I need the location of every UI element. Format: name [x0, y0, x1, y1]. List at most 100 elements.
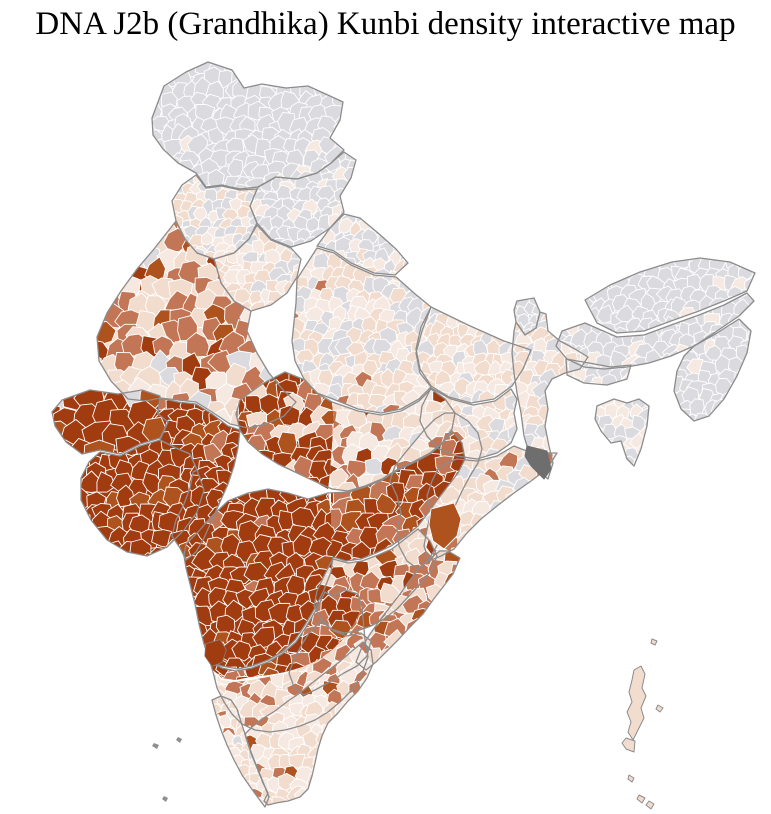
district-cell[interactable] — [586, 262, 602, 281]
district-cell[interactable] — [442, 586, 463, 606]
district-cell[interactable] — [336, 809, 353, 814]
district-cell[interactable] — [580, 426, 596, 445]
district-cell[interactable] — [743, 363, 762, 382]
district-cell[interactable] — [561, 467, 577, 485]
district-cell[interactable] — [445, 594, 469, 619]
district-cell[interactable] — [80, 236, 105, 259]
district-cell[interactable] — [321, 746, 341, 764]
district-cell[interactable] — [223, 803, 237, 814]
district-cell[interactable] — [335, 481, 359, 501]
district-cell[interactable] — [359, 203, 375, 218]
district-cell[interactable] — [649, 364, 667, 381]
district-cell[interactable] — [570, 261, 588, 282]
district-cell[interactable] — [414, 243, 431, 262]
district-cell[interactable] — [508, 512, 525, 535]
district-cell[interactable] — [565, 384, 586, 402]
district-cell[interactable] — [563, 387, 579, 402]
district-cell[interactable] — [718, 413, 736, 430]
district-cell[interactable] — [148, 199, 172, 225]
district-cell[interactable] — [592, 447, 607, 463]
district-cell[interactable] — [542, 511, 561, 531]
district-cell[interactable] — [144, 61, 162, 79]
district-cell[interactable] — [309, 59, 331, 76]
district-cell[interactable] — [205, 786, 220, 801]
district-cell[interactable] — [424, 633, 445, 654]
district-cell[interactable] — [503, 544, 520, 564]
district-cell[interactable] — [490, 514, 510, 536]
district-cell[interactable] — [365, 734, 382, 754]
district-cell[interactable] — [335, 754, 355, 773]
district-cell[interactable] — [379, 582, 401, 604]
district-cell[interactable] — [534, 477, 556, 497]
district-cell[interactable] — [152, 49, 172, 68]
district-cell[interactable] — [634, 383, 648, 400]
district-cell[interactable] — [211, 763, 223, 777]
district-cell[interactable] — [374, 662, 389, 680]
district-cell[interactable] — [502, 283, 517, 297]
district-cell[interactable] — [348, 717, 367, 736]
district-cell[interactable] — [546, 422, 566, 439]
district-cell[interactable] — [384, 214, 400, 229]
district-cell[interactable] — [571, 424, 588, 444]
district-cell[interactable] — [753, 314, 769, 333]
district-cell[interactable] — [550, 545, 569, 567]
district-cell[interactable] — [326, 736, 346, 753]
district-cell[interactable] — [570, 401, 587, 418]
district-cell[interactable] — [752, 337, 768, 354]
district-cell[interactable] — [115, 205, 140, 232]
district-cell[interactable] — [566, 435, 585, 456]
district-cell[interactable] — [338, 56, 358, 76]
district-cell[interactable] — [170, 578, 190, 600]
district-cell[interactable] — [363, 779, 382, 799]
district-cell[interactable] — [727, 402, 747, 418]
district-cell[interactable] — [262, 462, 285, 486]
district-cell[interactable] — [362, 175, 376, 192]
district-cell[interactable] — [297, 810, 315, 814]
district-cell[interactable] — [382, 655, 402, 677]
district-cell[interactable] — [553, 395, 570, 416]
district-cell[interactable] — [431, 595, 453, 618]
district-cell[interactable] — [97, 199, 119, 228]
district-cell[interactable] — [375, 716, 392, 731]
district-cell[interactable] — [332, 742, 351, 761]
district-cell[interactable] — [665, 420, 684, 435]
district-cell[interactable] — [427, 636, 444, 655]
district-cell[interactable] — [210, 748, 226, 762]
district-cell[interactable] — [427, 620, 446, 643]
district-cell[interactable] — [230, 798, 244, 811]
district-cell[interactable] — [752, 333, 771, 352]
district-cell[interactable] — [228, 779, 241, 795]
district-cell[interactable] — [643, 437, 662, 454]
district-cell[interactable] — [626, 385, 642, 400]
district-cell[interactable] — [434, 646, 453, 668]
district-cell[interactable] — [437, 586, 460, 611]
district-cell[interactable] — [541, 521, 561, 541]
district-cell[interactable] — [304, 305, 324, 323]
district-cell[interactable] — [365, 713, 385, 732]
district-cell[interactable] — [203, 779, 214, 793]
district-cell[interactable] — [625, 463, 641, 478]
district-cell[interactable] — [548, 379, 567, 399]
district-cell[interactable] — [604, 263, 625, 283]
district-cell[interactable] — [418, 623, 440, 642]
district-cell[interactable] — [581, 408, 597, 423]
district-cell[interactable] — [761, 299, 771, 317]
district-cell[interactable] — [549, 411, 568, 430]
district-cell[interactable] — [95, 260, 115, 286]
district-cell[interactable] — [310, 52, 328, 69]
district-cell[interactable] — [486, 538, 508, 559]
district-cell[interactable] — [354, 780, 373, 799]
district-cell[interactable] — [360, 721, 378, 738]
district-cell[interactable] — [375, 694, 391, 710]
district-cell[interactable] — [509, 557, 529, 574]
district-cell[interactable] — [79, 351, 102, 380]
district-cell[interactable] — [420, 233, 441, 250]
district-cell[interactable] — [278, 63, 295, 81]
district-cell[interactable] — [240, 44, 258, 61]
district-cell[interactable] — [411, 273, 430, 291]
district-cell[interactable] — [519, 491, 540, 508]
district-cell[interactable] — [650, 467, 667, 482]
district-cell[interactable] — [555, 469, 572, 489]
district-cell[interactable] — [446, 669, 468, 691]
